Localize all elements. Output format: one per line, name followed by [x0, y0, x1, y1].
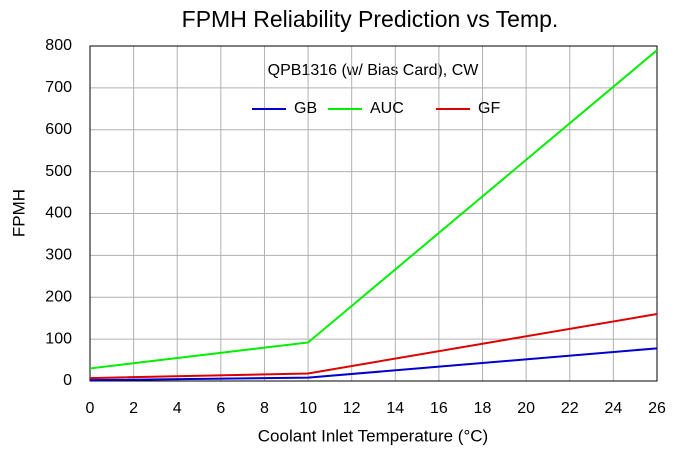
x-tick-label: 26	[648, 400, 666, 417]
x-tick-label: 18	[474, 400, 492, 417]
x-tick-label: 0	[86, 400, 95, 417]
y-tick-label: 500	[45, 163, 72, 180]
x-tick-label: 12	[343, 400, 361, 417]
line-series	[89, 49, 658, 370]
x-axis-label: Coolant Inlet Temperature (°C)	[258, 426, 488, 445]
y-axis-label: FPMH	[9, 189, 28, 237]
chart-title: FPMH Reliability Prediction vs Temp.	[182, 6, 559, 32]
legend-label: GB	[294, 100, 317, 117]
x-tick-label: 8	[260, 400, 269, 417]
plot-frame	[89, 45, 658, 382]
annotation: QPB1316 (w/ Bias Card), CW	[268, 62, 480, 79]
legend-label: GF	[478, 100, 500, 117]
y-tick-label: 100	[45, 330, 72, 347]
legend-label: AUC	[370, 100, 404, 117]
y-tick-label: 400	[45, 205, 72, 222]
x-tick-label: 22	[561, 400, 579, 417]
x-tick-label: 14	[386, 400, 404, 417]
line-series	[89, 313, 658, 380]
x-tick-label: 16	[430, 400, 448, 417]
x-tick-label: 10	[299, 400, 317, 417]
y-tick-label: 200	[45, 288, 72, 305]
line-series	[89, 347, 658, 382]
y-tick-label: 300	[45, 247, 72, 264]
y-tick-label: 800	[45, 37, 72, 54]
x-tick-label: 24	[604, 400, 622, 417]
x-tick-label: 6	[216, 400, 225, 417]
x-tick-label: 2	[129, 400, 138, 417]
x-tick-label: 20	[517, 400, 535, 417]
y-tick-label: 600	[45, 121, 72, 138]
y-tick-label: 700	[45, 79, 72, 96]
x-tick-label: 4	[173, 400, 182, 417]
y-tick-label: 0	[63, 372, 72, 389]
